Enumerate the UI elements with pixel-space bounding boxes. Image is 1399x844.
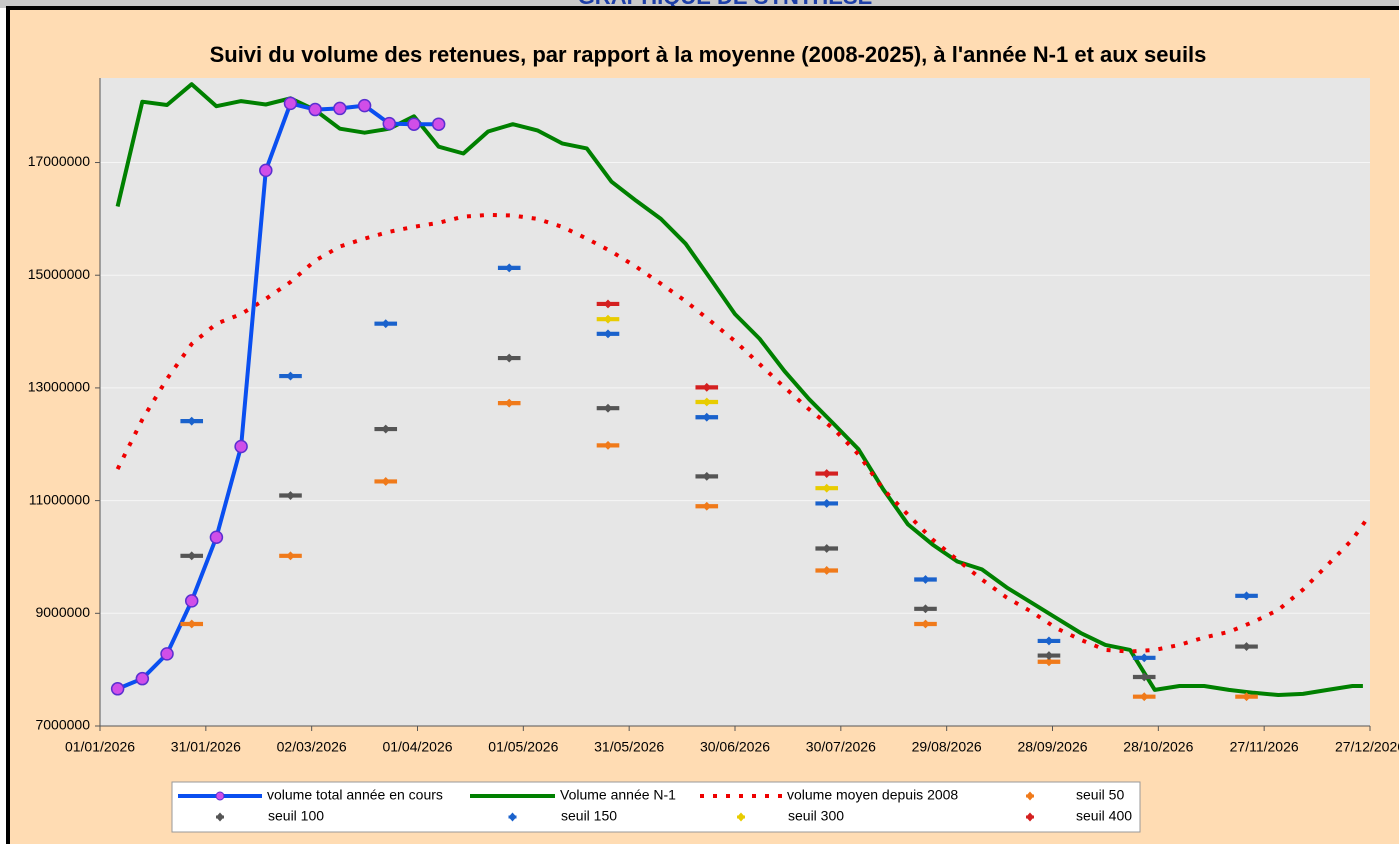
threshold-marker (1037, 651, 1061, 660)
x-tick-label: 01/05/2026 (488, 739, 558, 755)
threshold-marker (695, 471, 719, 481)
x-tick-label: 02/03/2026 (277, 739, 347, 755)
threshold-marker (596, 329, 620, 339)
point-marker (184, 594, 199, 608)
threshold-marker (596, 440, 620, 450)
point-marker (110, 682, 125, 696)
page-header: GRAPHIQUE DE SYNTHESE (578, 0, 873, 9)
plot-area (100, 78, 1370, 726)
threshold-marker (815, 544, 839, 553)
threshold-marker (180, 416, 204, 426)
point-marker (234, 439, 248, 454)
threshold-marker (1037, 636, 1061, 646)
legend-box (171, 781, 1141, 833)
y-tick-label: 11000000 (29, 491, 90, 507)
legend-label: seuil 50 (1076, 787, 1124, 803)
threshold-marker (374, 477, 398, 486)
point-marker (431, 117, 446, 131)
point-marker (333, 101, 347, 116)
x-tick-label: 01/04/2026 (382, 739, 452, 755)
legend-label: seuil 100 (268, 808, 324, 824)
y-tick-label: 7000000 (35, 717, 90, 733)
threshold-marker (815, 469, 839, 478)
x-tick-label: 01/01/2026 (65, 739, 135, 755)
x-tick-label: 27/12/2026 (1335, 739, 1399, 755)
threshold-marker (497, 263, 521, 273)
y-tick-label: 13000000 (28, 379, 91, 395)
legend-label: volume moyen depuis 2008 (787, 787, 958, 803)
threshold-marker (1037, 657, 1061, 667)
legend-marker (216, 812, 224, 822)
threshold-marker (914, 604, 937, 614)
x-tick-label: 31/01/2026 (171, 739, 241, 755)
x-tick-label: 28/10/2026 (1123, 739, 1193, 755)
x-tick-label: 29/08/2026 (912, 739, 982, 755)
point-marker (283, 96, 298, 111)
threshold-marker (1235, 692, 1258, 702)
top-strip (0, 0, 1399, 8)
legend-label: volume total année en cours (267, 787, 443, 803)
legend-label: seuil 300 (788, 808, 844, 824)
threshold-marker (180, 619, 204, 629)
threshold-marker (815, 566, 839, 575)
threshold-marker (1132, 692, 1156, 702)
threshold-marker (596, 403, 620, 413)
threshold-marker (695, 501, 719, 511)
point-marker (209, 530, 224, 544)
point-marker (407, 117, 421, 131)
threshold-marker (695, 382, 719, 392)
point-marker (382, 116, 397, 131)
threshold-marker (180, 551, 204, 561)
point-marker (259, 163, 273, 178)
legend-marker (737, 812, 745, 822)
x-tick-label: 30/07/2026 (806, 739, 876, 755)
point-marker (160, 647, 174, 661)
threshold-marker (1235, 642, 1258, 651)
threshold-marker (596, 299, 620, 309)
y-tick-label: 9000000 (35, 604, 90, 620)
legend-marker (1026, 791, 1034, 801)
x-tick-label: 27/11/2026 (1230, 739, 1299, 755)
threshold-marker (374, 319, 398, 329)
threshold-marker (815, 483, 839, 493)
point-marker (308, 102, 322, 117)
threshold-marker (279, 371, 302, 381)
threshold-marker (596, 314, 620, 324)
threshold-marker (374, 424, 398, 434)
x-tick-label: 30/06/2026 (700, 739, 770, 755)
threshold-marker (695, 397, 719, 407)
threshold-marker (279, 551, 302, 561)
legend-label: seuil 400 (1076, 808, 1132, 824)
legend-label: Volume année N-1 (560, 787, 676, 803)
y-tick-label: 17000000 (28, 153, 91, 169)
legend-marker (508, 812, 517, 822)
threshold-marker (497, 353, 521, 363)
series-line (115, 82, 1363, 697)
legend-marker (215, 791, 225, 801)
threshold-marker (1235, 591, 1258, 601)
threshold-marker (695, 412, 719, 422)
threshold-marker (815, 499, 839, 508)
threshold-marker (914, 575, 937, 584)
point-marker (357, 98, 372, 113)
legend-label: seuil 150 (561, 808, 617, 824)
chart-title: Suivi du volume des retenues, par rappor… (210, 42, 1207, 67)
y-tick-label: 15000000 (28, 266, 91, 282)
x-tick-label: 28/09/2026 (1017, 739, 1087, 755)
point-marker (135, 671, 150, 686)
threshold-marker (497, 398, 521, 408)
threshold-marker (1132, 653, 1156, 663)
threshold-marker (279, 491, 302, 500)
threshold-marker (1132, 672, 1156, 682)
threshold-marker (914, 619, 937, 629)
legend-marker (1026, 812, 1034, 822)
x-tick-label: 31/05/2026 (594, 739, 664, 755)
